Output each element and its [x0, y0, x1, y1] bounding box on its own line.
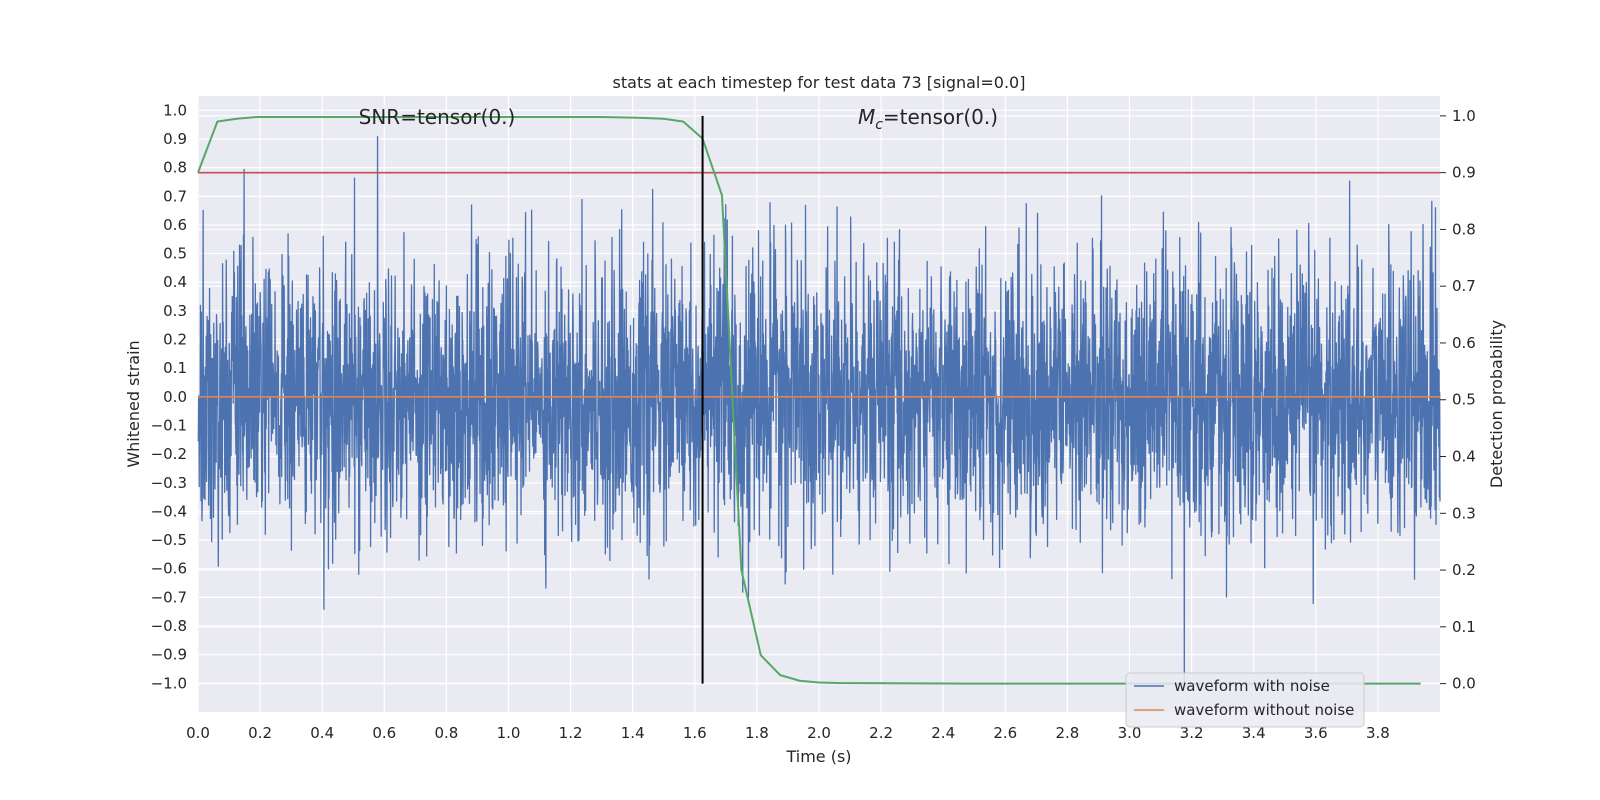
y-left-tick-label: 0.2	[163, 331, 187, 349]
y-axis-right-label: Detection probability	[1487, 320, 1506, 488]
x-tick-label: 1.0	[497, 724, 521, 742]
x-axis-label: Time (s)	[785, 747, 851, 766]
legend-box	[1125, 672, 1365, 728]
mc-symbol: M	[858, 105, 875, 129]
y-left-tick-label: −0.1	[151, 416, 187, 434]
y-right-tick-label: 0.2	[1452, 561, 1476, 579]
x-tick-label: 3.0	[1118, 724, 1142, 742]
mc-rest: =tensor(0.)	[883, 105, 998, 129]
x-tick-label: 2.0	[807, 724, 831, 742]
y-left-tick-label: −0.9	[151, 646, 187, 664]
x-tick-label: 0.2	[248, 724, 272, 742]
y-left-tick-label: 0.6	[163, 216, 187, 234]
y-left-tick-label: 0.7	[163, 187, 187, 205]
y-left-tick-label: 0.4	[163, 273, 187, 291]
y-right-tick-label: 0.5	[1452, 391, 1476, 409]
x-tick-label: 0.8	[434, 724, 458, 742]
snr-annotation: SNR=tensor(0.)	[359, 105, 516, 129]
legend-entry-noise: waveform with noise	[1174, 677, 1330, 695]
y-right-tick-label: 0.9	[1452, 164, 1476, 182]
y-right-tick-label: 0.8	[1452, 220, 1476, 238]
x-tick-label: 3.6	[1304, 724, 1328, 742]
y-axis-left-label: Whitened strain	[124, 340, 143, 467]
x-tick-label: 2.8	[1055, 724, 1079, 742]
y-right-tick-label: 0.6	[1452, 334, 1476, 352]
x-tick-label: 2.2	[869, 724, 893, 742]
x-tick-label: 1.6	[683, 724, 707, 742]
y-left-tick-label: 0.9	[163, 130, 187, 148]
x-tick-label: 1.2	[559, 724, 583, 742]
chart-title: stats at each timestep for test data 73 …	[613, 73, 1026, 92]
x-tick-label: 1.4	[621, 724, 645, 742]
x-tick-label: 0.0	[186, 724, 210, 742]
y-left-tick-label: 0.8	[163, 159, 187, 177]
legend-entry-clean: waveform without noise	[1174, 701, 1354, 719]
x-tick-label: 1.8	[745, 724, 769, 742]
y-right-tick-label: 0.0	[1452, 675, 1476, 693]
y-right-tick-label: 0.7	[1452, 277, 1476, 295]
waveform-with-noise-series	[197, 136, 1441, 684]
y-left-tick-label: −0.6	[151, 560, 187, 578]
y-left-tick-label: −0.3	[151, 474, 187, 492]
y-right-tick-label: 0.3	[1452, 504, 1476, 522]
x-tick-label: 3.2	[1180, 724, 1204, 742]
y-left-tick-label: 0.5	[163, 245, 187, 263]
x-tick-label: 2.4	[931, 724, 955, 742]
y-left-tick-label: −0.5	[151, 531, 187, 549]
y-left-tick-label: −0.7	[151, 588, 187, 606]
x-tick-label: 3.4	[1242, 724, 1266, 742]
y-right-tick-label: 0.1	[1452, 618, 1476, 636]
x-tick-label: 0.4	[310, 724, 334, 742]
x-tick-label: 3.8	[1366, 724, 1390, 742]
y-left-tick-label: 0.1	[163, 359, 187, 377]
y-axis-right-ticks: 1.0 0.9 0.8 0.7 0.6 0.5 0.4 0.3 0.2 0.1 0.0	[1440, 107, 1476, 693]
y-left-tick-label: −0.4	[151, 502, 187, 520]
y-right-tick-label: 0.4	[1452, 448, 1476, 466]
mc-annotation: Mc=tensor(0.)	[858, 105, 998, 133]
x-tick-label: 2.6	[993, 724, 1017, 742]
mc-subscript: c	[875, 117, 883, 133]
y-left-tick-label: −0.2	[151, 445, 187, 463]
y-axis-left-ticks: 1.0 0.9 0.8 0.7 0.6 0.5 0.4 0.3 0.2 0.1 0.0 −0.1 −0.…	[151, 101, 187, 692]
y-left-tick-label: 0.3	[163, 302, 187, 320]
y-left-tick-label: −0.8	[151, 617, 187, 635]
overlay-lines	[197, 115, 1440, 685]
legend: waveform with noise waveform without noi…	[1125, 672, 1365, 728]
x-tick-label: 0.6	[372, 724, 396, 742]
x-axis-ticks: 0.0 0.2 0.4 0.6 0.8 1.0 1.2 1.4 1.6 1.8 2.0 2.2 2.4 2…	[186, 724, 1390, 742]
noise-waveform-line	[197, 136, 1441, 684]
y-left-tick-label: −1.0	[151, 674, 187, 692]
y-left-tick-label: 1.0	[163, 101, 187, 119]
y-left-tick-label: 0.0	[163, 388, 187, 406]
y-right-tick-label: 1.0	[1452, 107, 1476, 125]
